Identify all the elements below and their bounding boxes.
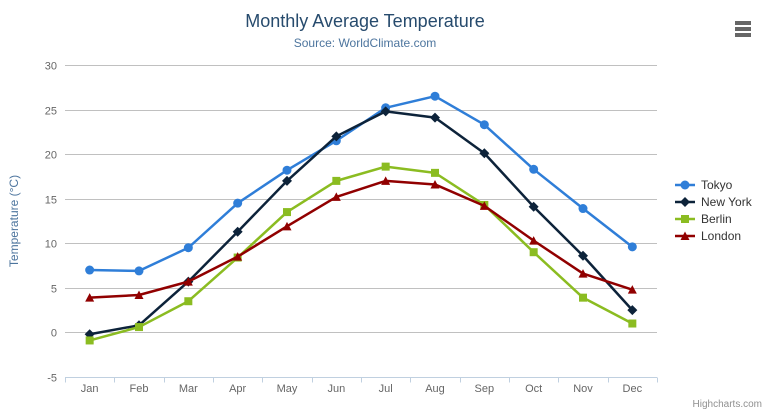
legend: Tokyo New York Berlin London: [674, 176, 752, 244]
svg-text:Jan: Jan: [81, 383, 99, 395]
legend-square-icon: [675, 214, 695, 223]
legend-label: London: [701, 228, 742, 243]
svg-text:Mar: Mar: [179, 383, 198, 395]
svg-text:20: 20: [45, 150, 57, 162]
chart-title: Monthly Average Temperature: [245, 11, 485, 31]
legend-label: Tokyo: [701, 177, 733, 192]
legend-circle-icon: [675, 180, 695, 189]
svg-text:Aug: Aug: [425, 383, 445, 395]
svg-text:-5: -5: [47, 373, 57, 385]
series-new-york: [84, 106, 638, 340]
hamburger-menu-icon: [735, 21, 751, 37]
legend-item-berlin[interactable]: Berlin: [674, 210, 752, 227]
legend-triangle-icon: [675, 231, 695, 240]
svg-text:Jun: Jun: [327, 383, 345, 395]
series-berlin: [85, 162, 637, 345]
svg-text:5: 5: [51, 284, 57, 296]
svg-text:Sep: Sep: [475, 383, 495, 395]
svg-text:10: 10: [45, 239, 57, 251]
svg-text:25: 25: [45, 106, 57, 118]
svg-text:0: 0: [51, 328, 57, 340]
series-london: [85, 176, 637, 302]
series-tokyo: [85, 91, 637, 276]
legend-label: Berlin: [701, 211, 732, 226]
svg-text:30: 30: [45, 61, 57, 73]
svg-text:May: May: [277, 383, 298, 395]
svg-text:Jul: Jul: [379, 383, 393, 395]
legend-diamond-icon: [675, 196, 695, 207]
svg-text:Feb: Feb: [130, 383, 149, 395]
context-menu-button[interactable]: [735, 21, 751, 37]
highcharts-credit-link[interactable]: Highcharts.com: [692, 399, 762, 410]
svg-text:Oct: Oct: [525, 383, 542, 395]
svg-text:Dec: Dec: [623, 383, 643, 395]
y-axis-title: Temperature (°C): [7, 174, 21, 268]
legend-item-london[interactable]: London: [674, 227, 752, 244]
svg-text:15: 15: [45, 195, 57, 207]
legend-item-tokyo[interactable]: Tokyo: [674, 176, 752, 193]
svg-text:Nov: Nov: [573, 383, 593, 395]
chart-subtitle: Source: WorldClimate.com: [293, 36, 437, 50]
svg-text:Apr: Apr: [229, 383, 246, 395]
legend-item-new-york[interactable]: New York: [674, 193, 752, 210]
legend-label: New York: [701, 194, 752, 209]
